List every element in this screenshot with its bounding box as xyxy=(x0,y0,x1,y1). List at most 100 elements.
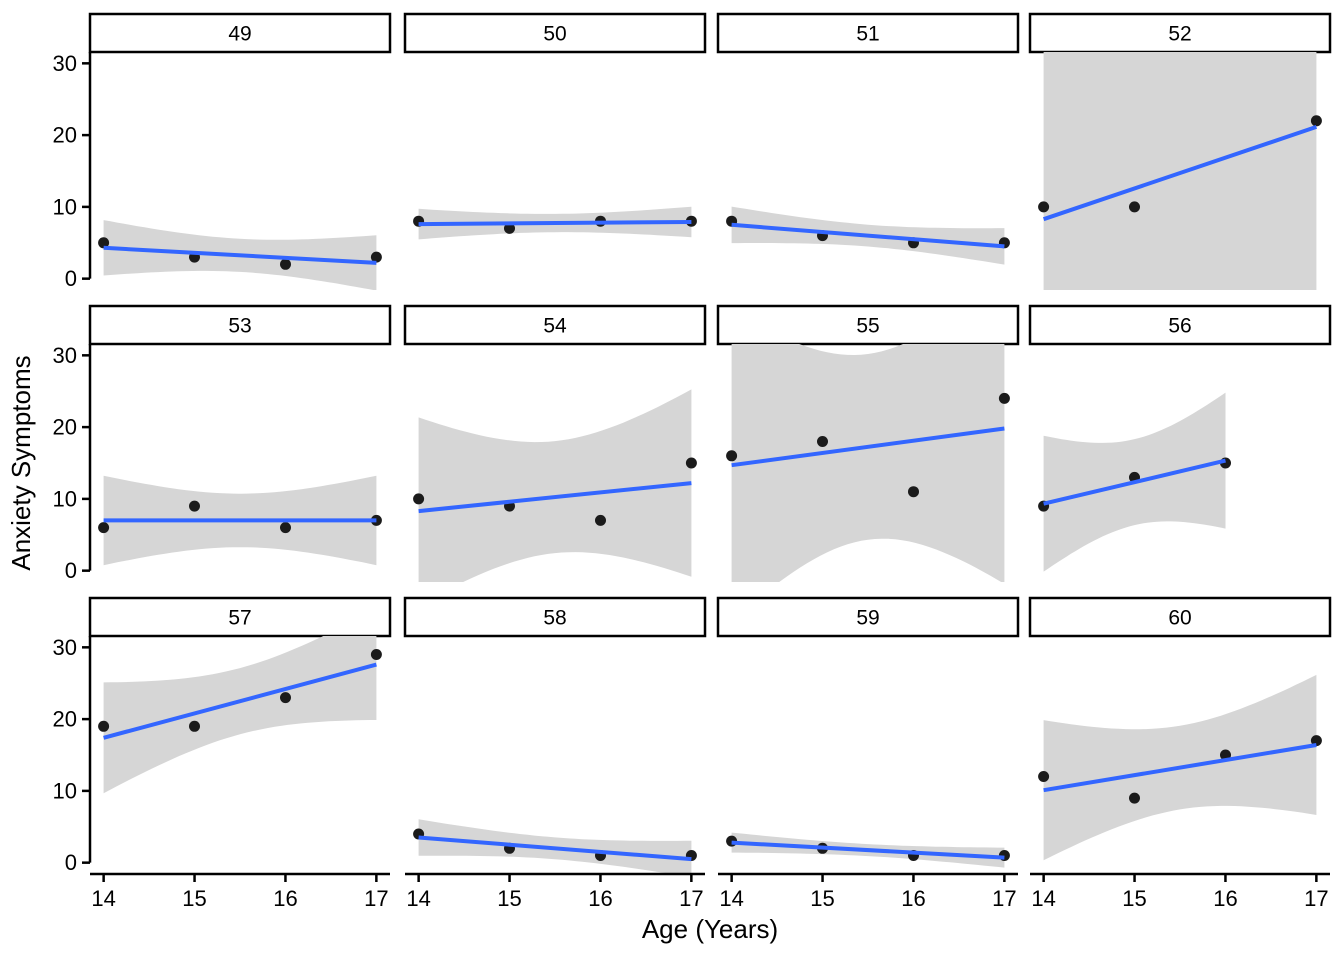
facet-plot-area xyxy=(1038,52,1322,290)
x-axis-tick-label: 15 xyxy=(810,886,834,911)
regression-line xyxy=(418,481,692,514)
facet-strip xyxy=(88,304,392,346)
facet-strip-label: 58 xyxy=(543,607,566,630)
facet-strip xyxy=(403,304,707,346)
facet-strip-label: 56 xyxy=(1168,315,1191,338)
x-axis-tick-label: 14 xyxy=(719,886,743,911)
facet-strip xyxy=(1028,12,1332,54)
confidence-band xyxy=(1043,52,1317,290)
facet-panel-58: 58 14 15 16 17 xyxy=(403,596,707,911)
y-axis-tick-label: 20 xyxy=(53,707,77,732)
y-axis-tick-label: 30 xyxy=(53,343,77,368)
data-point xyxy=(189,500,200,512)
regression-line xyxy=(418,220,692,227)
facet-panel-56: 56 xyxy=(1028,304,1332,572)
x-axis-tick-label: 17 xyxy=(679,886,703,911)
facet-panel-53: 53 0 10 20 30 xyxy=(53,304,392,583)
facet-strip-label: 52 xyxy=(1168,23,1191,46)
facet-grid: 49 0 10 20 30 50 51 52 53 0 10 20 30 54 55 56 57 0 10 20 30 1… xyxy=(53,12,1332,911)
facet-strip-label: 54 xyxy=(543,315,567,338)
facet-plot-area xyxy=(98,636,382,794)
data-point xyxy=(98,522,110,534)
y-axis-tick-label: 10 xyxy=(53,778,77,803)
x-axis-tick-label: 17 xyxy=(1304,886,1328,911)
facet-panel-59: 59 14 15 16 17 xyxy=(716,596,1020,911)
facet-plot-area xyxy=(1038,392,1231,572)
facet-plot-area xyxy=(413,819,697,874)
regression-line xyxy=(1042,125,1318,222)
data-point xyxy=(685,457,697,469)
facet-panel-50: 50 xyxy=(403,12,707,240)
y-axis-tick-label: 30 xyxy=(53,635,77,660)
x-axis-tick-label: 16 xyxy=(901,886,925,911)
facet-plot-area xyxy=(98,220,382,290)
data-point xyxy=(280,522,291,534)
x-axis-tick-label: 16 xyxy=(588,886,612,911)
data-point xyxy=(595,514,606,526)
facet-strip-label: 53 xyxy=(228,315,251,338)
facet-strip xyxy=(403,12,707,54)
facet-strip-label: 55 xyxy=(856,315,879,338)
facet-strip-label: 59 xyxy=(856,607,879,630)
facet-strip xyxy=(716,304,1020,346)
facet-plot-area xyxy=(726,832,1010,868)
facet-plot-area xyxy=(413,389,697,582)
data-point xyxy=(413,493,425,505)
y-axis-tick-label: 20 xyxy=(53,415,77,440)
x-axis-tick-label: 17 xyxy=(364,886,388,911)
facet-strip xyxy=(716,12,1020,54)
facet-strip xyxy=(716,596,1020,638)
facet-plot-area xyxy=(413,206,697,240)
regression-line xyxy=(103,245,377,265)
data-point xyxy=(726,450,738,462)
y-axis-tick-label: 30 xyxy=(53,51,77,76)
data-point xyxy=(280,258,291,270)
facet-panel-54: 54 xyxy=(403,304,707,582)
regression-line xyxy=(103,662,377,740)
facet-plot-area xyxy=(726,344,1010,582)
x-axis-tick-label: 16 xyxy=(273,886,297,911)
facet-strip-label: 57 xyxy=(228,607,251,630)
data-point xyxy=(370,649,382,660)
regression-line xyxy=(1043,458,1226,506)
facet-strip-label: 60 xyxy=(1168,607,1191,630)
data-point xyxy=(817,436,828,447)
data-point xyxy=(908,486,919,498)
data-point xyxy=(1310,115,1322,127)
x-axis-tick-label: 15 xyxy=(1122,886,1146,911)
facet-panel-51: 51 xyxy=(716,12,1020,265)
data-point xyxy=(98,237,110,249)
x-axis-tick-label: 14 xyxy=(1031,886,1055,911)
y-axis-tick-label: 10 xyxy=(53,486,77,511)
x-axis-tick-label: 17 xyxy=(992,886,1016,911)
data-point xyxy=(1129,792,1140,804)
x-axis-tick-label: 14 xyxy=(406,886,430,911)
confidence-band xyxy=(418,389,692,582)
y-axis-tick-label: 0 xyxy=(65,266,77,291)
data-point xyxy=(504,222,515,234)
regression-line xyxy=(731,426,1005,468)
facet-strip xyxy=(1028,304,1332,346)
x-axis-title: Age (Years) xyxy=(642,914,778,944)
x-axis-tick-label: 16 xyxy=(1213,886,1237,911)
y-axis-tick-label: 10 xyxy=(53,194,77,219)
data-point xyxy=(998,392,1010,404)
facet-panel-60: 60 14 15 16 17 xyxy=(1028,596,1332,911)
regression-line xyxy=(1043,743,1317,793)
facet-strip-label: 51 xyxy=(856,23,879,46)
facet-plot-area xyxy=(1038,674,1322,861)
data-point xyxy=(98,720,110,732)
regression-line xyxy=(731,840,1005,860)
x-axis-tick-label: 15 xyxy=(497,886,521,911)
data-point xyxy=(280,692,291,704)
y-axis-tick-label: 0 xyxy=(65,850,77,875)
data-point xyxy=(1038,201,1050,213)
facet-strip xyxy=(88,596,392,638)
facet-panel-49: 49 0 10 20 30 xyxy=(53,12,392,291)
confidence-band xyxy=(731,344,1005,582)
x-axis-tick-label: 14 xyxy=(91,886,115,911)
facet-strip-label: 49 xyxy=(228,23,251,46)
facet-panel-55: 55 xyxy=(716,304,1020,582)
